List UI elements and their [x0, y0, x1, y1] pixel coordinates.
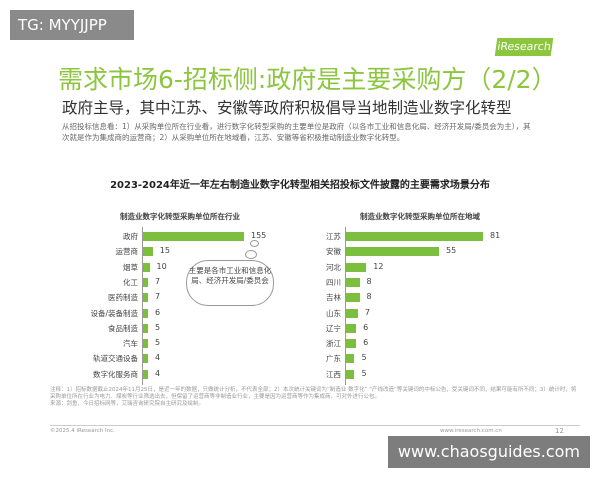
value-label: 4	[155, 353, 161, 363]
value-label: 81	[490, 231, 501, 240]
bar	[346, 247, 440, 257]
bar	[143, 232, 244, 241]
value-label: 55	[446, 246, 457, 256]
bar	[143, 339, 148, 349]
region-chart: 制造业数字化转型采购单位所在地域 江苏 81 安徽 55 河北 12 四川 8 吉林 8 山东 7 辽宁 6…	[300, 205, 540, 385]
category-label: 山东	[326, 308, 341, 318]
category-label: 河北	[326, 262, 341, 272]
slide-title: 需求市场6-招标侧:政府是主要采购方（2/2）	[58, 65, 557, 94]
value-label: 8	[366, 276, 372, 286]
category-label: 广东	[326, 354, 341, 364]
category-label: 医药制造	[108, 293, 138, 303]
bar	[143, 369, 148, 379]
note: 注释：1）招标数据截止2024年11月25日，是近一年的数据，只做统计分析，不代…	[50, 387, 577, 400]
y-axis	[345, 227, 346, 385]
annotation-cloud: 主要是各市工业和信息化局、经济开发局/委员会	[186, 260, 274, 306]
category-label: 辽宁	[326, 323, 341, 333]
bar	[346, 262, 367, 272]
category-label: 化工	[123, 277, 138, 287]
value-label: 15	[159, 246, 170, 256]
category-label: 安徽	[326, 247, 341, 257]
category-label: 轨道交通设备	[93, 354, 138, 364]
bar	[143, 308, 148, 318]
value-label: 7	[155, 276, 161, 286]
category-label: 江西	[326, 369, 341, 379]
category-label: 浙江	[326, 339, 341, 349]
divider	[50, 425, 580, 426]
industry-chart: 制造业数字化转型采购单位所在行业 政府 155 运营商 15 烟草 10 化工 7 医药制造 7 设备…	[60, 205, 300, 385]
category-label: 吉林	[326, 293, 341, 303]
value-label: 155	[251, 231, 267, 240]
category-label: 四川	[326, 277, 341, 287]
site-url: www.iresearch.com.cn	[440, 428, 502, 434]
bar	[346, 293, 360, 303]
category-label: 设备/装备制造	[90, 308, 138, 318]
chart-subtitle: 制造业数字化转型采购单位所在地域	[360, 212, 480, 221]
value-label: 6	[363, 338, 369, 348]
value-label: 5	[155, 338, 161, 348]
category-label: 烟草	[123, 262, 138, 272]
watermark-bottom: www.chaosguides.com	[387, 436, 590, 468]
value-label: 12	[373, 261, 384, 271]
bar	[346, 339, 357, 349]
bar	[143, 262, 150, 272]
footnote: 注释：1）招标数据截止2024年11月25日，是近一年的数据，只做统计分析，不代…	[50, 387, 580, 408]
category-label: 运营商	[115, 247, 139, 257]
cloud-puff	[245, 250, 257, 259]
value-label: 7	[364, 307, 370, 317]
value-label: 5	[155, 322, 161, 332]
bar	[346, 369, 355, 379]
chart-title: 2023-2024年近一年左右制造业数字化转型相关招投标文件披露的主要需求场景分…	[110, 180, 490, 191]
source: 来源：剑鱼、今日招标网等，艾瑞咨询研究院自主研究及绘制。	[50, 401, 205, 407]
value-label: 4	[155, 368, 161, 378]
value-label: 5	[361, 353, 367, 363]
bar	[143, 293, 148, 303]
bar	[143, 354, 148, 364]
bar	[143, 277, 148, 287]
value-label: 10	[156, 261, 167, 271]
category-label: 政府	[123, 232, 138, 241]
value-label: 5	[361, 368, 367, 378]
category-label: 数字化服务商	[93, 369, 138, 379]
value-label: 8	[366, 292, 372, 302]
copyright: ©2025.4 iResearch Inc.	[50, 428, 115, 434]
bar	[346, 354, 355, 364]
iresearch-logo: iResearch	[494, 38, 554, 56]
value-label: 6	[155, 307, 161, 317]
bar	[346, 323, 357, 333]
bar	[346, 232, 483, 241]
bar	[143, 323, 148, 333]
page-number: 12	[555, 427, 564, 435]
description: 从招投标信息看：1）从采购单位所在行业看，进行数字化转型采购的主要单位是政府（以…	[62, 122, 531, 142]
bar	[143, 247, 153, 257]
value-label: 6	[363, 322, 369, 332]
watermark-top: TG: MYYJJPP	[10, 10, 134, 40]
cloud-puff	[250, 240, 259, 247]
category-label: 食品制造	[108, 323, 138, 333]
category-label: 江苏	[326, 232, 341, 241]
chart-subtitle: 制造业数字化转型采购单位所在行业	[120, 212, 240, 221]
value-label: 7	[155, 292, 161, 302]
category-label: 汽车	[123, 339, 138, 349]
bar	[346, 277, 360, 287]
y-axis	[142, 227, 143, 385]
slide-subtitle: 政府主导，其中江苏、安徽等政府积极倡导当地制造业数字化转型	[62, 99, 512, 117]
bar	[346, 308, 358, 318]
